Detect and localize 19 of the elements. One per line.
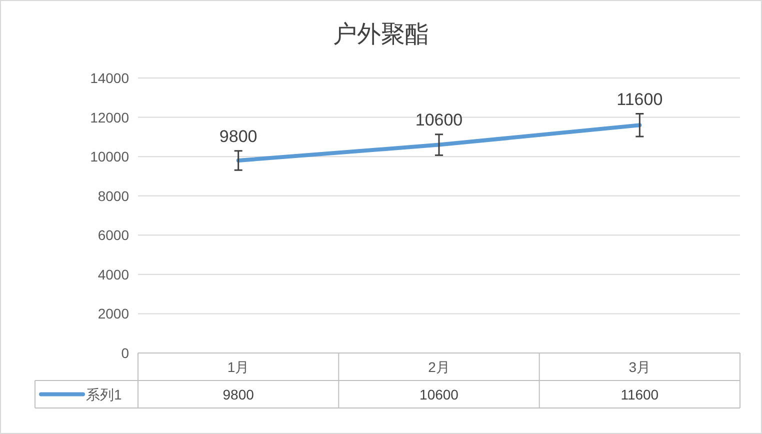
x-tick-label: 1月 (227, 359, 250, 375)
data-label: 10600 (420, 386, 459, 402)
y-tick-label: 0 (121, 345, 130, 361)
y-tick-label: 6000 (98, 227, 130, 244)
data-label: 11600 (620, 386, 659, 402)
y-tick-label: 2000 (98, 306, 130, 322)
x-tick-label: 2月 (428, 359, 450, 375)
annotation: 10600 (415, 110, 463, 130)
y-tick-label: 12000 (90, 109, 130, 126)
y-tick-label: 4000 (98, 266, 130, 282)
x-tick-label: 3月 (628, 359, 651, 375)
annotation: 11600 (616, 90, 663, 109)
legend-label: 系列1 (86, 386, 122, 402)
y-tick-label: 8000 (98, 188, 130, 204)
y-tick-label: 10000 (90, 148, 130, 165)
y-tick-label: 14000 (90, 70, 130, 86)
data-label: 9800 (222, 386, 254, 402)
chart-title: 户外聚酯 (333, 21, 429, 48)
annotation: 9800 (219, 126, 258, 146)
